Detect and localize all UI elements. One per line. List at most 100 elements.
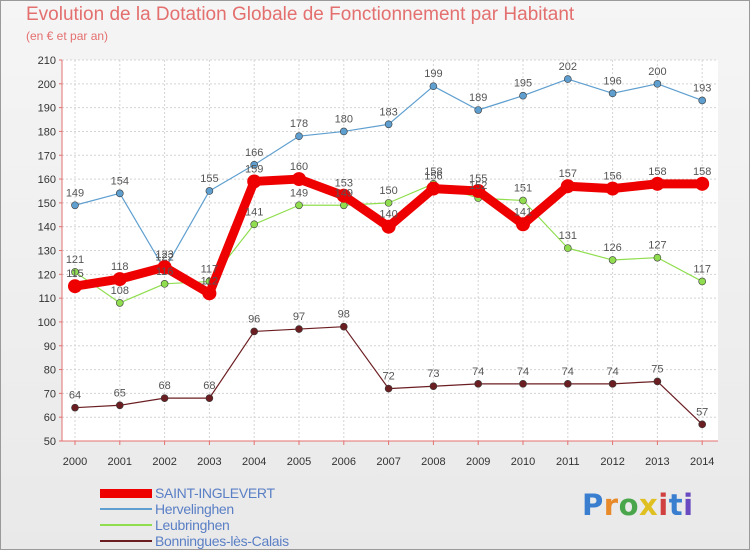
data-label: 127 [648,240,666,252]
data-label: 64 [69,390,81,402]
data-label: 117 [693,263,711,275]
data-label: 193 [693,82,711,94]
data-point [608,89,617,98]
data-label: 112 [201,275,219,287]
data-label: 122 [155,252,173,264]
data-point [698,420,707,429]
data-point [474,106,483,114]
data-label: 159 [245,163,263,175]
data-point [250,327,258,336]
data-point [112,272,127,287]
data-label: 149 [290,187,308,199]
logo-letter: i [658,488,669,522]
y-tick-label: 140 [38,222,56,234]
data-point [116,189,124,198]
data-point [116,401,124,410]
legend-item: SAINT-INGLEVERT [100,485,360,501]
data-point [695,176,710,191]
legend-item: Leubringhen [100,517,360,533]
data-point [116,299,124,307]
y-tick-label: 180 [38,126,56,138]
y-tick-label: 100 [38,317,56,329]
data-label: 183 [379,106,397,118]
data-label: 141 [245,206,263,218]
legend-item: Hervelinghen [100,501,360,517]
data-point [71,403,79,412]
legend-swatch [100,489,152,498]
data-point [157,260,172,275]
chart-title: Evolution de la Dotation Globale de Fonc… [26,4,575,25]
legend-swatch [100,508,152,510]
data-label: 131 [559,230,577,242]
data-point [563,244,572,252]
legend-label: Leubringhen [155,517,230,533]
data-point [205,394,214,402]
data-label: 158 [648,166,666,178]
proxiti-logo: Proxiti [582,488,694,522]
data-point [292,172,306,187]
x-tick-label: 2013 [645,456,669,468]
data-point [519,196,527,205]
data-label: 178 [290,118,308,130]
data-point [563,75,572,83]
data-label: 68 [158,380,170,392]
x-tick-label: 2001 [108,456,132,468]
data-point [295,201,303,210]
y-tick-label: 210 [38,55,56,67]
logo-letter: i [683,488,694,522]
data-point [295,132,303,140]
data-point [563,380,572,388]
x-tick-label: 2003 [197,456,221,468]
data-label: 155 [469,173,487,185]
data-point [384,384,393,393]
data-point [429,82,438,90]
data-point [384,120,393,129]
x-tick-label: 2002 [152,456,176,468]
data-label: 195 [514,78,532,90]
data-label: 117 [201,263,219,275]
data-point [71,268,79,276]
data-point [205,187,214,195]
x-tick-label: 2006 [332,456,356,468]
x-tick-label: 2009 [466,456,490,468]
data-label: 156 [603,171,621,183]
chart-subtitle: (en € et par an) [26,29,109,43]
data-label: 74 [606,366,618,378]
data-label: 200 [648,66,666,78]
x-tick-label: 2011 [556,456,580,468]
data-label: 196 [603,75,621,87]
data-label: 160 [290,161,308,173]
data-point [471,183,486,198]
legend-label: Bonningues-lès-Calais [155,533,289,549]
data-point [160,280,169,288]
data-label: 153 [335,178,353,190]
data-label: 158 [693,166,711,178]
data-label: 108 [111,285,129,297]
y-tick-label: 190 [38,103,56,115]
x-tick-label: 2005 [287,456,311,468]
data-label: 154 [111,175,129,187]
data-label: 149 [66,187,84,199]
y-tick-label: 90 [44,341,56,353]
y-tick-label: 120 [38,269,56,281]
logo-letter: P [582,488,604,522]
data-point [698,277,707,286]
data-label: 73 [427,368,439,380]
y-tick-label: 200 [38,79,56,91]
y-tick-label: 70 [44,388,56,400]
data-point [608,256,617,264]
data-label: 68 [203,380,215,392]
y-tick-label: 150 [38,198,56,210]
data-point [339,322,348,331]
y-tick-label: 130 [38,246,56,258]
data-point [384,199,393,207]
y-tick-label: 50 [44,436,56,448]
data-point [519,380,527,388]
data-point [71,201,79,210]
data-label: 158 [424,166,442,178]
data-label: 72 [382,371,394,383]
axes: 50 60 70 80 90 100 110 120 130 140 150 160 170 180 190… [38,55,718,468]
data-label: 97 [293,311,305,323]
data-point [653,80,662,88]
